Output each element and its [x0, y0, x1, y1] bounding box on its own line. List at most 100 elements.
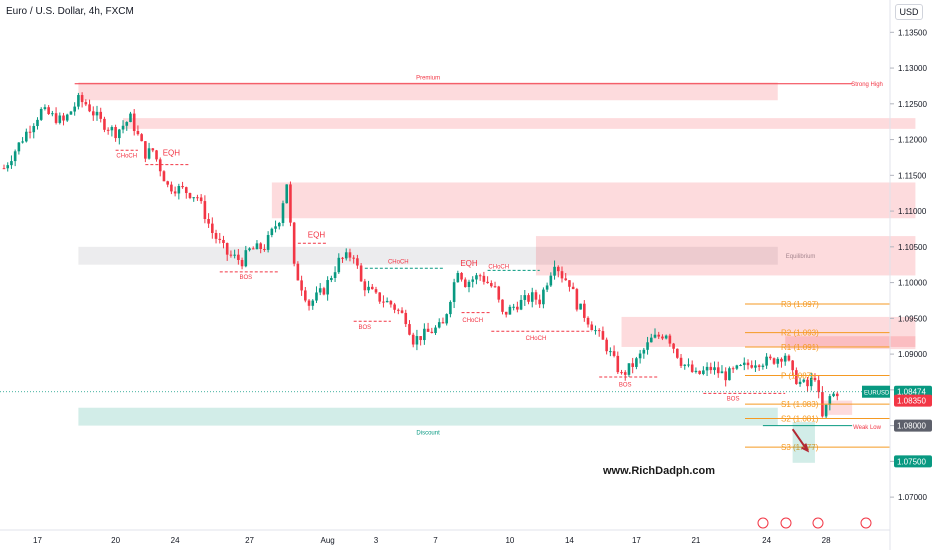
- candle-body: [694, 370, 698, 372]
- price-tag: [894, 419, 932, 432]
- candle-body: [426, 328, 430, 332]
- candle-body: [54, 113, 58, 123]
- candle-body: [832, 393, 835, 397]
- candle-body: [411, 334, 415, 345]
- candle-body: [352, 257, 355, 259]
- candle-body: [47, 107, 50, 115]
- candle-body: [441, 322, 445, 324]
- candle-body: [646, 342, 649, 350]
- candle-body: [713, 367, 716, 371]
- time-tick-label: 24: [171, 536, 180, 545]
- candle-body: [475, 275, 478, 280]
- candle-body: [88, 104, 91, 112]
- candle-body: [281, 203, 285, 223]
- candle-body: [77, 95, 80, 107]
- candle-body: [69, 111, 73, 115]
- candle-body: [679, 357, 683, 366]
- candle-body: [709, 366, 713, 371]
- price-tag-value: 1.08350: [897, 397, 926, 406]
- candle-body: [110, 127, 114, 131]
- candle-body: [13, 151, 17, 162]
- candle-body: [322, 288, 326, 295]
- candle-body: [452, 282, 456, 302]
- time-tick-label: 14: [565, 536, 574, 545]
- candle-body: [170, 184, 173, 192]
- candle-body: [683, 364, 687, 366]
- candle-body: [746, 362, 750, 366]
- candle-body: [121, 125, 125, 130]
- candle-body: [635, 358, 638, 367]
- candle-body: [698, 370, 701, 374]
- candle-body: [91, 111, 95, 116]
- candle-body: [80, 95, 84, 103]
- candle-body: [527, 295, 530, 302]
- candle-body: [188, 193, 192, 198]
- annotation-label: EQH: [163, 148, 181, 157]
- candle-body: [731, 368, 735, 370]
- candle-body: [463, 279, 467, 288]
- candle-body: [530, 292, 534, 302]
- candle-body: [370, 286, 374, 290]
- candle-body: [657, 334, 661, 337]
- candle-body: [348, 252, 352, 258]
- pivot-label: R1 (1.091): [781, 343, 819, 352]
- time-axis[interactable]: 17 20 24 27 Aug 3 7 10 14 17 21 24 28: [0, 517, 890, 545]
- annotation-label: EQH: [460, 259, 478, 268]
- candle-body: [155, 150, 158, 160]
- candle-body: [594, 330, 597, 332]
- price-tag: [894, 394, 932, 407]
- candle-body: [806, 379, 809, 387]
- candle-body: [315, 292, 318, 301]
- candle-body: [344, 252, 348, 259]
- event-flag-icon: [860, 517, 872, 529]
- candle-body: [490, 283, 493, 287]
- candle-body: [616, 355, 620, 373]
- candle-body: [687, 364, 690, 366]
- candle-body: [99, 111, 103, 119]
- zone-rect: [123, 118, 916, 129]
- candle-body: [240, 259, 244, 267]
- price-tag-value: 1.08000: [897, 422, 926, 431]
- candle-body: [664, 335, 668, 339]
- candle-body: [203, 201, 207, 219]
- target-zone: [792, 422, 815, 463]
- candle-body: [132, 113, 136, 132]
- watermark: www.RichDadph.com: [602, 465, 715, 477]
- price-tick-label: 1.13000: [898, 64, 927, 73]
- candle-body: [25, 131, 28, 142]
- candle-body: [601, 331, 605, 340]
- zone-rect: [78, 82, 778, 101]
- candle-body: [144, 141, 147, 159]
- candle-body: [43, 107, 47, 109]
- candle-body: [218, 238, 222, 240]
- chart-title: Euro / U.S. Dollar, 4h, FXCM: [6, 6, 134, 17]
- price-tag-value: 1.07500: [897, 457, 926, 466]
- candle-body: [508, 306, 512, 315]
- candle-body: [103, 118, 106, 130]
- candle-body: [560, 271, 564, 279]
- candle-body: [545, 285, 549, 290]
- candle-body: [735, 365, 739, 369]
- candle-body: [575, 289, 579, 310]
- candle-body: [277, 222, 281, 227]
- candle-body: [553, 266, 556, 276]
- zone-rect: [78, 246, 778, 265]
- candle-body: [21, 141, 24, 143]
- candle-body: [809, 377, 813, 387]
- annotation-label: BOS: [619, 382, 632, 388]
- candle-body: [649, 337, 653, 343]
- candle-body: [504, 311, 508, 315]
- candle-body: [556, 266, 560, 272]
- candle-body: [177, 185, 181, 194]
- candle-body: [423, 328, 426, 341]
- pivot-label: S1 (1.083): [781, 400, 819, 409]
- zone-label: Discount: [416, 431, 440, 437]
- candle-body: [434, 327, 437, 334]
- candle-body: [471, 279, 475, 282]
- candle-body: [419, 336, 422, 341]
- candle-body: [571, 286, 575, 290]
- currency-button[interactable]: USD: [895, 4, 923, 20]
- candle-body: [17, 142, 21, 152]
